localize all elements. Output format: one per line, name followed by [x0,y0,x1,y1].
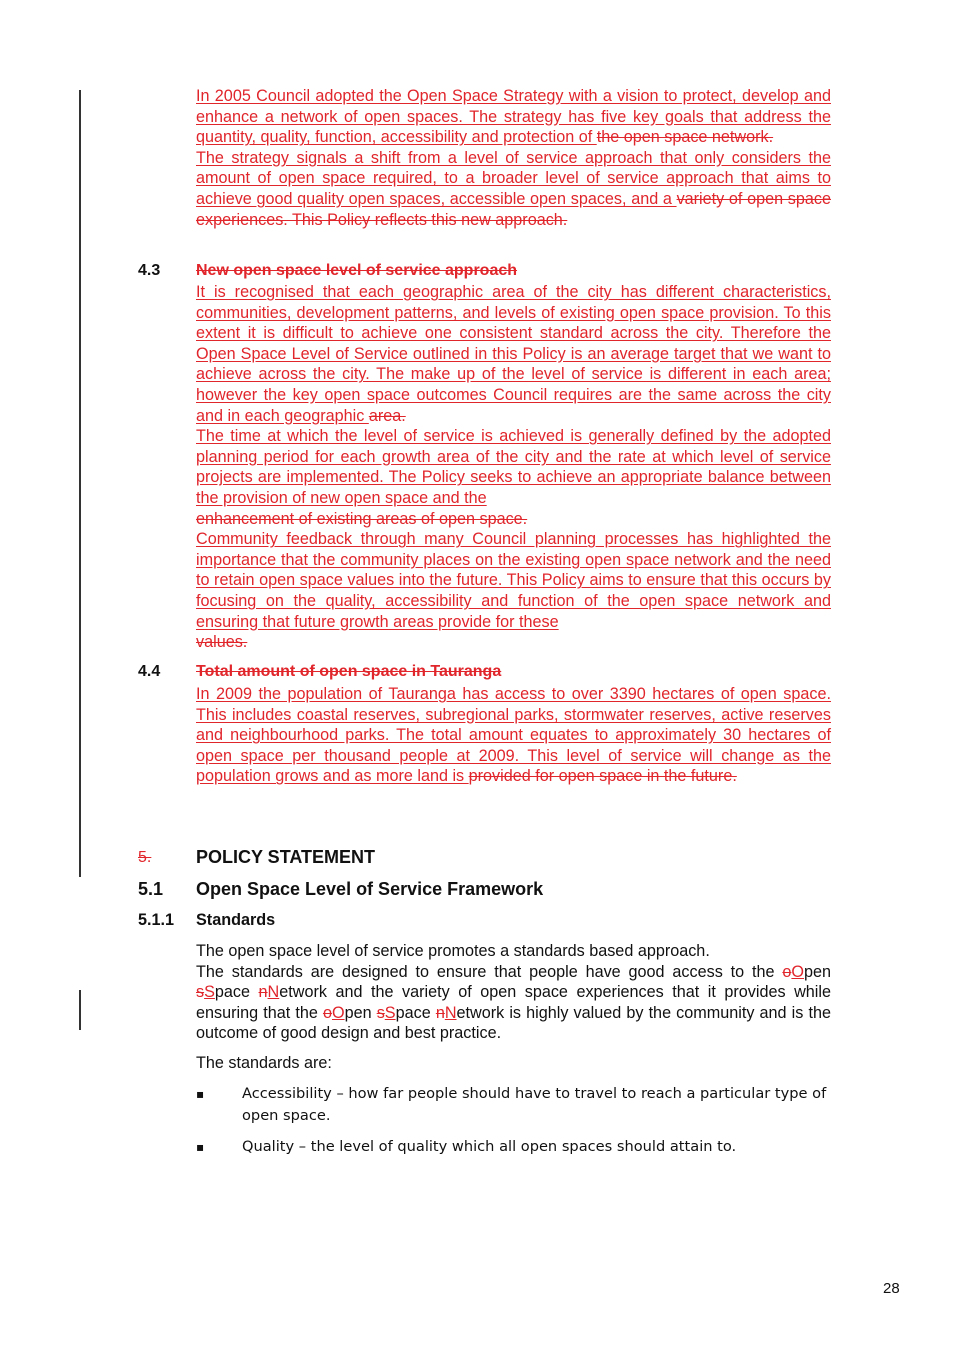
page-number: 28 [883,1280,900,1297]
list-item: ▪ Accessibility – how far people should … [196,1083,836,1127]
change-bar [79,90,81,877]
standards-paragraph-1: The open space level of service promotes… [196,942,710,960]
section-4-4-title: Total amount of open space in Tauranga [196,663,502,680]
bullet-icon: ▪ [196,1140,205,1154]
section-5-1-1-number: 5.1.1 [138,911,175,929]
list-item-text: Quality – the level of quality which all… [242,1138,737,1155]
list-item-text: Accessibility – how far people should ha… [242,1085,827,1124]
section-4-3-paragraph-3: Community feedback through many Council … [196,530,831,652]
section-4-4-paragraph-1: In 2009 the population of Tauranga has a… [196,685,831,786]
section-4-3-paragraph-1: It is recognised that each geographic ar… [196,283,831,425]
intro-paragraph-1: In 2005 Council adopted the Open Space S… [196,87,831,147]
section-5-number: 5. [138,849,152,866]
section-4-4-body: In 2009 the population of Tauranga has a… [196,684,831,787]
intro-paragraphs: In 2005 Council adopted the Open Space S… [196,86,831,230]
section-5-1-number: 5.1 [138,879,164,899]
section-5-1-1-title: Standards [196,911,276,929]
section-4-3-body: It is recognised that each geographic ar… [196,282,831,653]
section-5-1-1-body: The open space level of service promotes… [196,941,831,1074]
standards-paragraph-2: The standards are designed to ensure tha… [196,962,831,1043]
intro-paragraph-2: The strategy signals a shift from a leve… [196,148,831,229]
list-item: ▪ Quality – the level of quality which a… [196,1136,836,1158]
bullet-icon: ▪ [196,1087,205,1101]
section-4-3-number: 4.3 [138,262,161,279]
section-5-1-title: Open Space Level of Service Framework [196,879,544,899]
change-bar [79,990,81,1030]
section-4-4-number: 4.4 [138,663,161,680]
standards-list: ▪ Accessibility – how far people should … [196,1083,836,1167]
standards-paragraph-3: The standards are: [196,1053,332,1072]
section-5-title: POLICY STATEMENT [196,847,376,867]
section-4-3-title: New open space level of service approach [196,262,518,279]
section-4-3-paragraph-2: The time at which the level of service i… [196,427,831,528]
